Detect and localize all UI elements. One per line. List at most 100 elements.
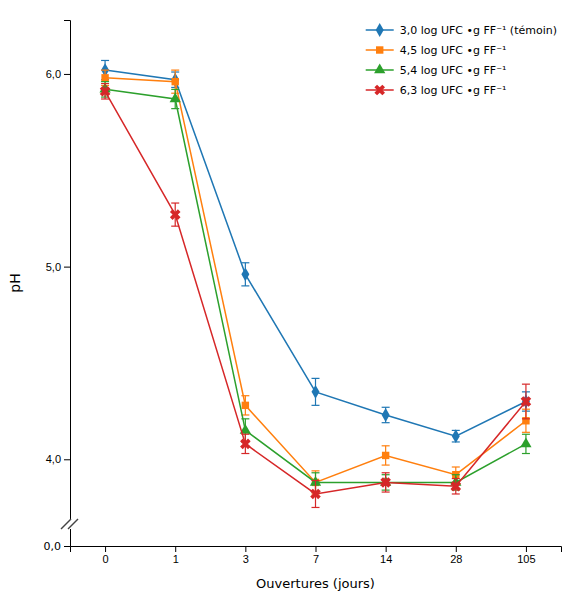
point	[241, 267, 249, 281]
x-tick-mark	[526, 546, 527, 552]
x-tick-mark	[245, 546, 246, 552]
point	[452, 429, 460, 443]
legend-symbol	[374, 63, 385, 73]
x-axis-line	[71, 547, 562, 553]
x-tick: 28	[450, 546, 462, 565]
error-bar-cap	[312, 405, 320, 406]
plot: 0 1 3 7 14 28 105 4,0 5,0 6,0 0,0 3,0 log UFC •g FF…	[44, 21, 562, 565]
x-tick-label: 14	[380, 553, 392, 565]
series	[101, 60, 530, 443]
error-bar-cap	[241, 418, 249, 419]
legend: 3,0 log UFC •g FF⁻¹ (témoin)4,5 log UFC …	[366, 23, 557, 98]
error-bar-cap	[522, 384, 530, 385]
annotation: 0,0	[44, 540, 62, 553]
error-bar-cap	[312, 470, 320, 471]
legend-item: 5,4 log UFC •g FF⁻¹	[366, 63, 507, 76]
error-bar-cap	[101, 81, 109, 82]
x-tick: 0	[103, 546, 109, 565]
error-bar-cap	[171, 69, 179, 70]
x-tick-mark	[105, 546, 106, 552]
legend-label: 6,3 log UFC •g FF⁻¹	[400, 84, 507, 97]
error-bar-cap	[522, 434, 530, 435]
y-tick-mark	[64, 74, 70, 75]
x-tick-label: 28	[450, 553, 462, 565]
error-bar-cap	[171, 202, 179, 203]
point	[382, 408, 390, 422]
legend-symbol	[376, 46, 383, 53]
point	[172, 78, 179, 85]
legend-symbol	[376, 23, 384, 37]
series-line	[105, 89, 526, 482]
error-bar-cap	[522, 453, 530, 454]
error-bar-cap	[382, 422, 390, 423]
x-tick: 1	[173, 546, 179, 565]
axis-break	[68, 519, 78, 529]
chart: 0 1 3 7 14 28 105 4,0 5,0 6,0 0,0 3,0 log UFC •g FF…	[0, 0, 581, 606]
y-tick-label: 5,0	[46, 261, 61, 273]
x-tick-mark	[456, 546, 457, 552]
series	[99, 82, 531, 492]
legend-symbol	[372, 82, 388, 98]
error-bar	[312, 378, 320, 405]
x-tick: 14	[380, 546, 392, 565]
series	[97, 83, 534, 507]
series	[101, 70, 530, 494]
error-bar-cap	[312, 480, 320, 481]
x-tick: 7	[313, 546, 319, 565]
error-bar	[171, 70, 179, 93]
error-bar-cap	[382, 491, 390, 492]
error-bar-cap	[522, 418, 530, 419]
error-bar-cap	[382, 407, 390, 408]
y-tick-mark	[64, 267, 70, 268]
error-bar-cap	[101, 69, 109, 70]
legend-item: 6,3 log UFC •g FF⁻¹	[366, 82, 507, 98]
point	[97, 83, 113, 99]
x-tick-mark	[386, 546, 387, 552]
error-bar-cap	[312, 378, 320, 379]
error-bar-cap	[452, 493, 460, 494]
error-bar-cap	[382, 445, 390, 446]
x-tick: 105	[517, 546, 535, 565]
x-tick-label: 3	[243, 553, 249, 565]
y-tick-label: 4,0	[46, 453, 61, 465]
x-tick-label: 0	[103, 553, 109, 565]
y-axis: 4,0 5,0 6,0	[46, 21, 71, 547]
error-bar	[241, 396, 249, 415]
legend-label: 3,0 log UFC •g FF⁻¹ (témoin)	[400, 24, 557, 37]
x-tick-label: 105	[517, 553, 535, 565]
error-bar	[382, 407, 390, 422]
series-line	[105, 91, 526, 494]
error-bar-cap	[382, 464, 390, 465]
point	[101, 74, 108, 81]
point	[518, 394, 534, 410]
point	[308, 486, 324, 502]
legend-item: 3,0 log UFC •g FF⁻¹ (témoin)	[366, 23, 557, 37]
error-bar-cap	[241, 453, 249, 454]
x-tick: 3	[243, 546, 249, 565]
point	[312, 385, 320, 399]
y-axis-line	[64, 21, 71, 547]
error-bar	[241, 263, 249, 286]
x-tick-label: 1	[173, 553, 179, 565]
error-bar-cap	[171, 226, 179, 227]
error-bar-cap	[452, 478, 460, 479]
series-line	[105, 70, 526, 436]
legend-label: 5,4 log UFC •g FF⁻¹	[400, 64, 507, 77]
x-tick-mark	[316, 546, 317, 552]
error-bar-cap	[522, 432, 530, 433]
error-bar-cap	[101, 60, 109, 61]
error-bar-cap	[241, 262, 249, 263]
point	[242, 402, 249, 409]
point	[382, 452, 389, 459]
y-tick: 4,0	[46, 453, 70, 465]
error-bar	[382, 446, 390, 465]
x-tick-mark	[175, 546, 176, 552]
y-axis-title: pH	[7, 273, 23, 292]
point	[448, 478, 464, 494]
point	[520, 437, 531, 447]
error-bar-cap	[452, 466, 460, 467]
error-bar-cap	[382, 472, 390, 473]
point	[167, 207, 183, 223]
y-tick-label: 6,0	[46, 68, 61, 80]
point	[170, 92, 181, 102]
